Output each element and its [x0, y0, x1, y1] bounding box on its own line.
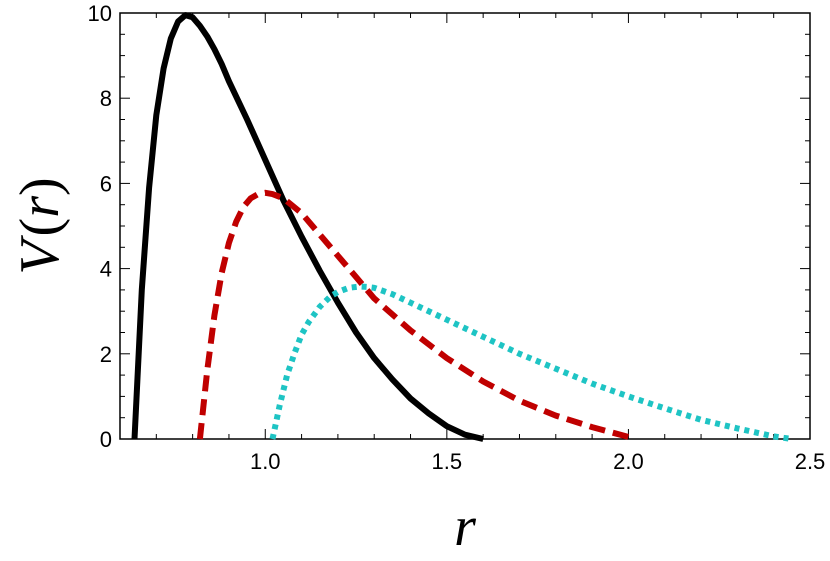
y-axis-title-close-paren: )	[9, 177, 71, 196]
y-tick-label: 0	[100, 427, 112, 452]
x-tick-label: 2.0	[613, 449, 644, 474]
y-tick-label: 4	[100, 257, 112, 282]
plot-frame	[119, 12, 811, 440]
y-tick-label: 6	[100, 171, 112, 196]
series-line-dotted	[269, 283, 793, 442]
y-axis-title-open-paren: (	[9, 218, 71, 237]
series-line-solid	[131, 12, 484, 442]
y-axis-title: V(r)	[9, 177, 71, 274]
x-tick-label: 1.5	[432, 449, 463, 474]
tick-labels: 1.0 1.5 2.0 2.5 0 2 4 6 8 10	[88, 1, 826, 474]
x-tick-label: 1.0	[250, 449, 281, 474]
series-lines	[131, 12, 793, 442]
tick-marks	[119, 12, 811, 440]
y-tick-label: 8	[100, 86, 112, 111]
y-axis-title-r: r	[9, 196, 71, 218]
y-axis-title-v: V	[9, 235, 71, 275]
y-tick-label: 2	[100, 342, 112, 367]
x-tick-label: 2.5	[795, 449, 826, 474]
x-axis-title: r	[454, 496, 476, 558]
y-tick-label: 10	[88, 1, 112, 26]
series-line-dashed	[196, 189, 637, 442]
